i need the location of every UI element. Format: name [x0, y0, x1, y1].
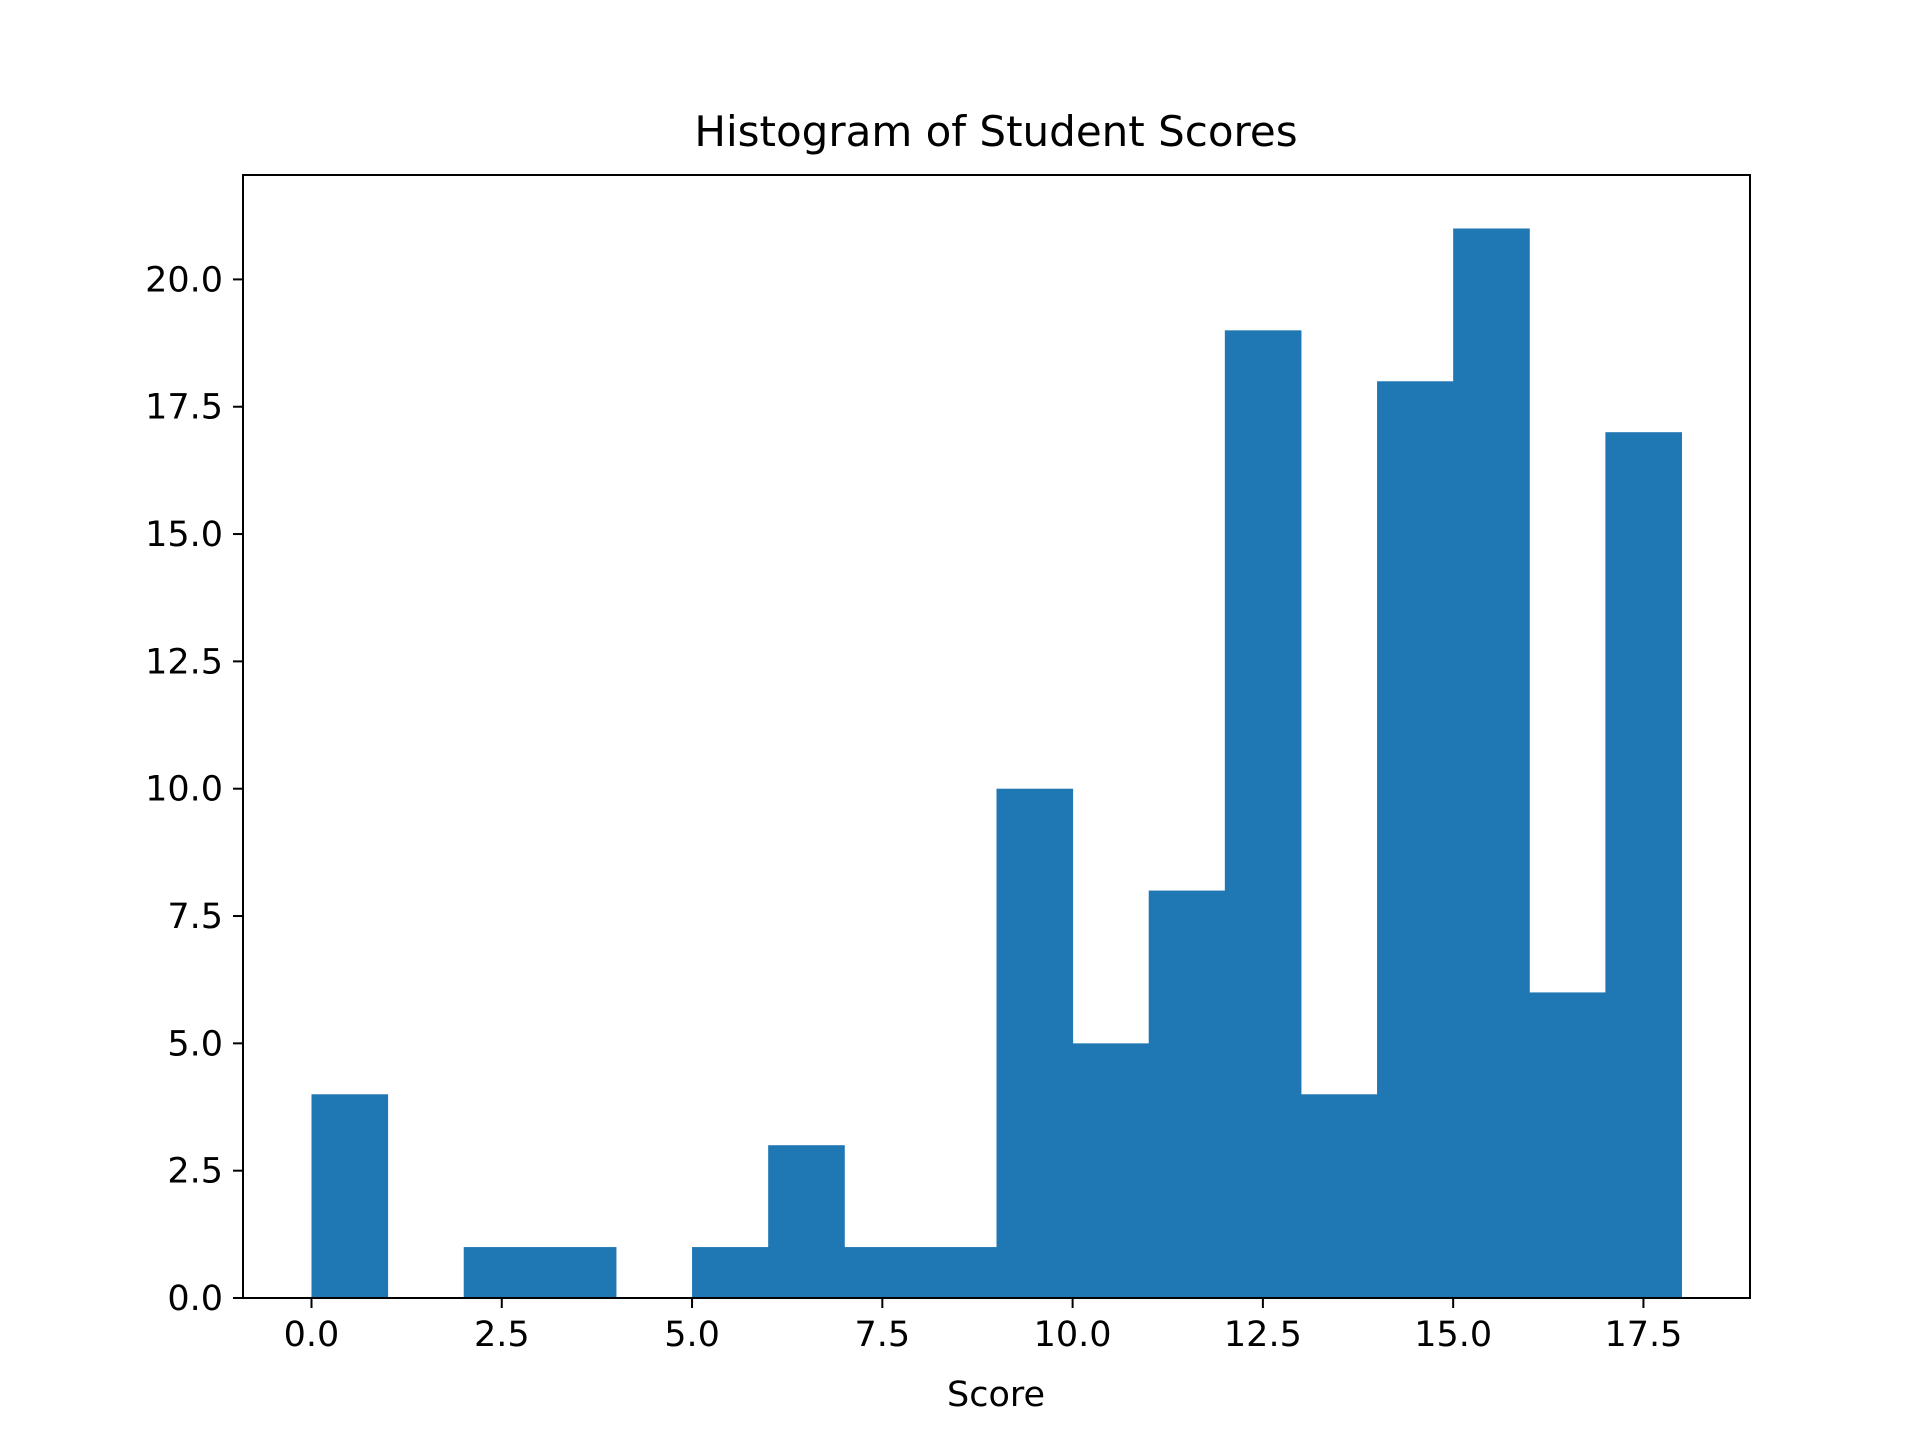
- histogram-bar: [1453, 228, 1530, 1298]
- histogram-bar: [1605, 432, 1682, 1298]
- x-tick-label: 7.5: [854, 1315, 910, 1355]
- histogram-bar: [1377, 381, 1454, 1298]
- histogram-bar: [463, 1247, 541, 1298]
- histogram-bar: [1529, 992, 1606, 1298]
- histogram-bar: [1072, 1043, 1150, 1298]
- x-tick-label: 10.0: [1034, 1315, 1112, 1355]
- x-tick-label: 0.0: [284, 1315, 340, 1355]
- x-tick-label: 15.0: [1414, 1315, 1492, 1355]
- histogram-bar: [692, 1247, 769, 1298]
- y-tick-label: 0.0: [167, 1279, 223, 1319]
- x-tick-label: 2.5: [474, 1315, 530, 1355]
- histogram-bar: [1148, 890, 1226, 1298]
- plot-area-frame: [242, 174, 1751, 1299]
- x-tick-label: 5.0: [664, 1315, 720, 1355]
- histogram-bar: [539, 1247, 617, 1298]
- bars-group: [311, 228, 1682, 1299]
- histogram-bar: [768, 1145, 845, 1298]
- x-axis-label: Score: [947, 1375, 1045, 1415]
- histogram-bar: [1300, 1094, 1378, 1298]
- y-tick-label: 7.5: [167, 897, 223, 937]
- y-tick-label: 20.0: [145, 260, 223, 300]
- histogram-bar: [996, 788, 1074, 1298]
- y-tick-label: 5.0: [167, 1024, 223, 1064]
- histogram-bar: [311, 1094, 389, 1298]
- x-axis-ticks: 0.0 2.5 5.0 7.5 10.0 12.5 15.0 17.5: [284, 1298, 1682, 1355]
- x-tick-label: 17.5: [1604, 1315, 1682, 1355]
- y-tick-label: 10.0: [145, 770, 223, 810]
- x-tick-label: 12.5: [1224, 1315, 1302, 1355]
- y-tick-label: 17.5: [145, 388, 223, 428]
- y-axis-ticks: 0.0 2.5 5.0 7.5 10.0 12.5 15.0 17.5 20.0: [145, 260, 243, 1319]
- y-tick-label: 12.5: [145, 642, 223, 682]
- histogram-bar: [920, 1247, 997, 1298]
- histogram-bar: [844, 1247, 921, 1298]
- histogram-bar: [1224, 330, 1302, 1299]
- y-tick-label: 15.0: [145, 515, 223, 555]
- y-tick-label: 2.5: [167, 1152, 223, 1192]
- chart-title: Histogram of Student Scores: [694, 107, 1297, 156]
